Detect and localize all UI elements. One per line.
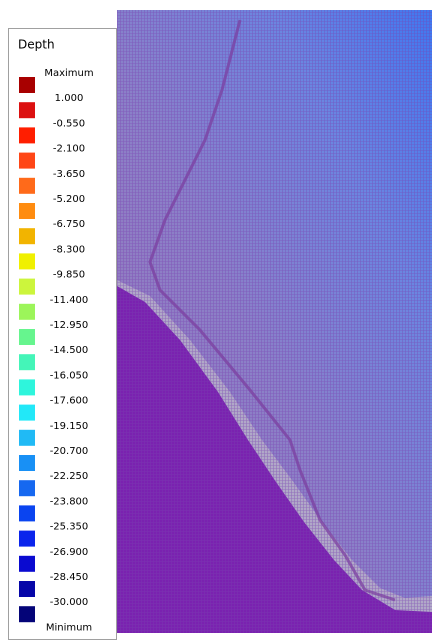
legend-swatch [19,354,35,370]
legend-swatch [19,455,35,471]
legend-swatch [19,480,35,496]
legend-swatch [19,379,35,395]
legend-label: -14.500 [50,345,89,356]
legend-label: -16.050 [50,370,89,381]
legend-label: Maximum [44,68,93,79]
legend-label: -9.850 [53,270,85,281]
legend-swatch [19,606,35,622]
legend-swatch [19,77,35,93]
legend-panel: Depth Maximum 1.000 -0.550 -2.100 -3.650 -5.2… [8,28,117,640]
legend-swatch [19,279,35,295]
legend-label: -30.000 [50,597,89,608]
legend-swatch [19,505,35,521]
legend-swatch [19,153,35,169]
legend-label: -5.200 [53,194,85,205]
legend-swatch [19,329,35,345]
legend-label: Minimum [46,622,92,633]
legend-label: -25.350 [50,522,89,533]
legend-label: -6.750 [53,219,85,230]
mesh-grid [117,10,432,633]
legend-label: -26.900 [50,547,89,558]
legend-label: -8.300 [53,244,85,255]
legend-label: 1.000 [55,93,84,104]
legend-label: -19.150 [50,421,89,432]
legend-label: -11.400 [50,295,89,306]
legend-title: Depth [18,38,55,52]
page: Depth Maximum 1.000 -0.550 -2.100 -3.650 -5.2… [0,0,432,633]
legend-swatch [19,430,35,446]
legend-label: -3.650 [53,169,85,180]
legend-label: -2.100 [53,144,85,155]
legend-swatch [19,228,35,244]
legend-label: -17.600 [50,396,89,407]
legend-label: -20.700 [50,446,89,457]
legend: Depth Maximum 1.000 -0.550 -2.100 -3.650 -5.2… [9,29,116,634]
legend-label: -23.800 [50,496,89,507]
legend-swatch [19,304,35,320]
legend-label: -22.250 [50,471,89,482]
legend-swatch [19,127,35,143]
legend-swatch [19,203,35,219]
legend-label: -28.450 [50,572,89,583]
legend-swatch [19,405,35,421]
legend-swatch [19,102,35,118]
legend-swatch [19,556,35,572]
legend-swatch [19,178,35,194]
legend-swatch [19,253,35,269]
legend-swatch [19,581,35,597]
legend-swatch [19,531,35,547]
legend-label: -12.950 [50,320,89,331]
legend-label: -0.550 [53,118,85,129]
